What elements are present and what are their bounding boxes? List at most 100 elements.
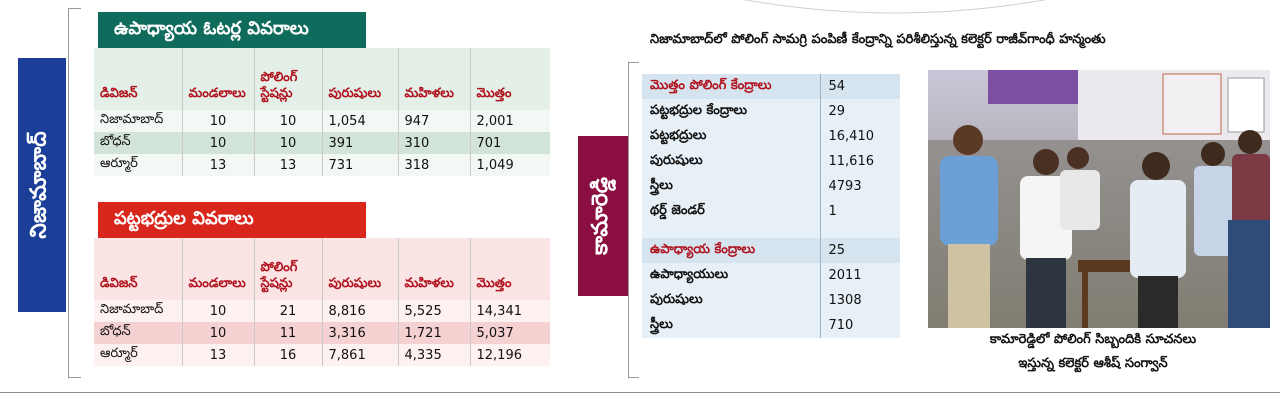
graduate-table-header: డివిజన్‌ మండలాలు పోలింగ్‌ స్టేషన్లు పురు… — [94, 238, 550, 300]
cell-division: ఆర్మూర్‌ — [94, 154, 182, 176]
stat-label: పురుషులు — [650, 291, 703, 307]
district-label-nizamabad: నిజామాబాద్ — [18, 58, 66, 312]
right-bracket — [628, 62, 639, 378]
table-row: ఆర్మూర్‌ 13 16 7,861 4,335 12,196 — [94, 344, 550, 366]
district-label-kamareddy: కామారెడ్డి — [578, 136, 628, 296]
col-header-polling-stations: పోలింగ్‌ స్టేషన్లు — [253, 238, 322, 300]
teacher-table-header: డివిజన్‌ మండలాలు పోలింగ్‌ స్టేషన్లు పురు… — [94, 48, 550, 110]
col-header-division: డివిజన్‌ — [100, 276, 138, 291]
decorative-curve — [743, 0, 1047, 14]
bottom-rule — [0, 392, 1280, 393]
cell-women: 4,335 — [397, 344, 470, 366]
news-photo — [928, 70, 1270, 328]
table-row: బోధన్‌ 10 10 391 310 701 — [94, 132, 550, 154]
cell-total: 701 — [469, 132, 550, 154]
cell-division: బోధన్‌ — [94, 132, 182, 154]
col-header-total: మొత్తం — [469, 48, 550, 110]
stat-label: మొత్తం పోలింగ్‌ కేంద్రాలు — [642, 74, 820, 99]
cell-polling-stations: 11 — [253, 322, 322, 344]
stats-spacer — [642, 224, 900, 238]
cell-men: 1,054 — [321, 110, 398, 132]
kamareddy-stats-table: మొత్తం పోలింగ్‌ కేంద్రాలు 54 పట్టభద్రుల క… — [642, 74, 900, 338]
col-header-women: మహిళలు — [397, 48, 470, 110]
col-header-mandals: మండలాలు — [181, 238, 254, 300]
cell-total: 1,049 — [469, 154, 550, 176]
cell-women: 947 — [397, 110, 470, 132]
stat-value: 1308 — [819, 288, 900, 313]
col-header-polling-stations: పోలింగ్‌ స్టేషన్లు — [253, 48, 322, 110]
cell-men: 731 — [321, 154, 398, 176]
col-header-men: పురుషులు — [321, 238, 398, 300]
cell-polling-stations: 16 — [253, 344, 322, 366]
left-bracket — [68, 8, 81, 378]
cell-men: 8,816 — [321, 300, 398, 322]
cell-polling-stations: 10 — [253, 132, 322, 154]
stat-value: 4793 — [819, 174, 900, 199]
stat-label: పురుషులు — [650, 152, 703, 168]
cell-total: 2,001 — [469, 110, 550, 132]
district-label-text: కామారెడ్డి — [588, 176, 613, 256]
teacher-table: డివిజన్‌ మండలాలు పోలింగ్‌ స్టేషన్లు పురు… — [94, 48, 550, 176]
stat-value: 11,616 — [819, 149, 900, 174]
stats-row: థర్డ్‌ జెండర్‌ 1 — [642, 199, 900, 224]
cell-women: 1,721 — [397, 322, 470, 344]
stats-row: ఉపాధ్యాయ కేంద్రాలు 25 — [642, 238, 900, 263]
col-header-mandals: మండలాలు — [181, 48, 254, 110]
table-row: నిజామాబాద్‌ 10 21 8,816 5,525 14,341 — [94, 300, 550, 322]
cell-men: 7,861 — [321, 344, 398, 366]
cell-mandals: 13 — [181, 344, 254, 366]
cell-mandals: 10 — [181, 132, 254, 154]
stat-label: స్త్రీలు — [650, 316, 673, 332]
cell-polling-stations: 21 — [253, 300, 322, 322]
stat-value: 29 — [819, 99, 900, 124]
photo-caption-bottom-line2: ఇస్తున్న కలెక్టర్‌ ఆశీష్‌ సంగ్వాన్‌ — [1018, 356, 1168, 371]
graduate-table-title: పట్టభద్రుల వివరాలు — [98, 202, 366, 238]
stat-label: పట్టభద్రుల కేంద్రాలు — [650, 102, 748, 118]
stats-row: పట్టభద్రుల కేంద్రాలు 29 — [642, 99, 900, 124]
stat-value: 2011 — [819, 263, 900, 288]
cell-men: 391 — [321, 132, 398, 154]
cell-women: 310 — [397, 132, 470, 154]
stat-value: 710 — [819, 313, 900, 338]
cell-division: ఆర్మూర్‌ — [94, 344, 182, 366]
col-header-division: డివిజన్‌ — [100, 86, 138, 101]
stat-value: 16,410 — [819, 124, 900, 149]
cell-division: నిజామాబాద్‌ — [94, 110, 182, 132]
stat-value: 1 — [819, 199, 900, 224]
cell-division: నిజామాబాద్‌ — [94, 300, 182, 322]
stats-row: పురుషులు 1308 — [642, 288, 900, 313]
cell-division: బోధన్‌ — [94, 322, 182, 344]
stats-row: పట్టభద్రులు 16,410 — [642, 124, 900, 149]
cell-total: 14,341 — [469, 300, 550, 322]
cell-women: 5,525 — [397, 300, 470, 322]
stats-row: మొత్తం పోలింగ్‌ కేంద్రాలు 54 — [642, 74, 900, 99]
cell-men: 3,316 — [321, 322, 398, 344]
teacher-table-title: ఉపాధ్యాయ ఓటర్ల వివరాలు — [98, 12, 366, 48]
col-header-women: మహిళలు — [397, 238, 470, 300]
stat-label: పట్టభద్రులు — [650, 127, 707, 143]
stats-row: ఉపాధ్యాయులు 2011 — [642, 263, 900, 288]
cell-polling-stations: 13 — [253, 154, 322, 176]
stats-row: స్త్రీలు 4793 — [642, 174, 900, 199]
stat-label: స్త్రీలు — [650, 177, 673, 193]
col-header-total: మొత్తం — [469, 238, 550, 300]
stat-label: ఉపాధ్యాయ కేంద్రాలు — [642, 238, 820, 263]
stats-row: స్త్రీలు 710 — [642, 313, 900, 338]
graduate-table: డివిజన్‌ మండలాలు పోలింగ్‌ స్టేషన్లు పురు… — [94, 238, 550, 366]
cell-mandals: 13 — [181, 154, 254, 176]
district-label-text: నిజామాబాద్ — [27, 131, 53, 239]
cell-total: 5,037 — [469, 322, 550, 344]
cell-mandals: 10 — [181, 322, 254, 344]
stat-label: థర్డ్‌ జెండర్‌ — [650, 202, 705, 218]
table-row: ఆర్మూర్‌ 13 13 731 318 1,049 — [94, 154, 550, 176]
table-row: బోధన్‌ 10 11 3,316 1,721 5,037 — [94, 322, 550, 344]
col-header-men: పురుషులు — [321, 48, 398, 110]
cell-mandals: 10 — [181, 110, 254, 132]
table-row: నిజామాబాద్‌ 10 10 1,054 947 2,001 — [94, 110, 550, 132]
photo-caption-top: నిజామాబాద్‌లో పోలింగ్‌ సామగ్రి పంపిణీ కే… — [650, 32, 1106, 47]
cell-total: 12,196 — [469, 344, 550, 366]
stat-value: 25 — [819, 238, 900, 263]
stat-label: ఉపాధ్యాయులు — [650, 266, 729, 282]
cell-polling-stations: 10 — [253, 110, 322, 132]
photo-caption-bottom-line1: కామారెడ్డిలో పోలింగ్‌ సిబ్బందికి సూచనలు — [989, 332, 1197, 347]
